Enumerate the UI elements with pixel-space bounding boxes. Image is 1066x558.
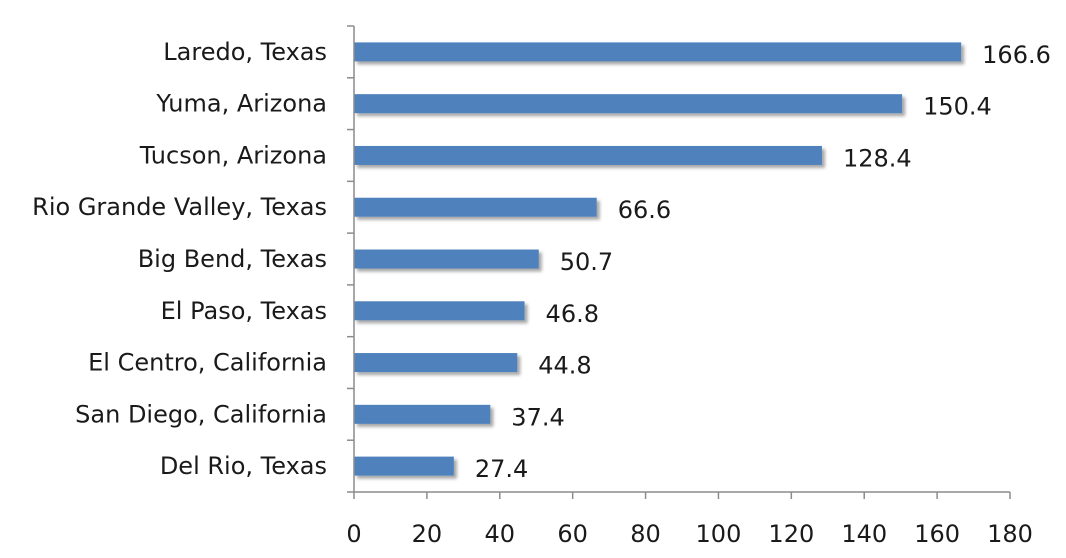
- bar: [354, 301, 525, 320]
- x-tick-label: 20: [412, 520, 443, 548]
- bar: [354, 42, 961, 61]
- bar: [354, 405, 490, 424]
- category-label: San Diego, California: [75, 400, 327, 428]
- data-label: 128.4: [843, 144, 912, 172]
- x-tick-label: 40: [485, 520, 516, 548]
- category-label: Yuma, Arizona: [155, 90, 327, 118]
- bar: [354, 457, 454, 476]
- bar: [354, 250, 539, 269]
- data-label: 50.7: [560, 248, 613, 276]
- data-label: 66.6: [618, 196, 671, 224]
- bar: [354, 94, 902, 113]
- data-label: 150.4: [923, 93, 992, 121]
- x-tick-label: 60: [557, 520, 588, 548]
- x-tick-label: 100: [696, 520, 742, 548]
- data-label: 46.8: [546, 300, 599, 328]
- data-label: 166.6: [982, 41, 1051, 69]
- x-tick-label: 140: [841, 520, 887, 548]
- category-label: Rio Grande Valley, Texas: [32, 193, 327, 221]
- category-label: El Paso, Texas: [161, 297, 327, 325]
- category-label: Del Rio, Texas: [160, 452, 327, 480]
- x-tick-label: 160: [914, 520, 960, 548]
- bar: [354, 353, 517, 372]
- data-label: 27.4: [475, 455, 528, 483]
- data-label: 44.8: [538, 352, 591, 380]
- x-tick-label: 120: [768, 520, 814, 548]
- bar: [354, 146, 822, 165]
- category-label: Tucson, Arizona: [139, 141, 327, 169]
- bars-group: [354, 42, 961, 475]
- data-label: 37.4: [511, 403, 564, 431]
- category-label: El Centro, California: [88, 349, 327, 377]
- category-label: Laredo, Texas: [163, 38, 327, 66]
- x-tick-label: 80: [630, 520, 661, 548]
- bar: [354, 198, 597, 217]
- x-tick-label: 0: [346, 520, 361, 548]
- x-tick-label: 180: [987, 520, 1033, 548]
- category-label: Big Bend, Texas: [138, 245, 327, 273]
- labels-group: Laredo, Texas 166.6 Yuma, Arizona 150.4 Tucs…: [32, 38, 1051, 548]
